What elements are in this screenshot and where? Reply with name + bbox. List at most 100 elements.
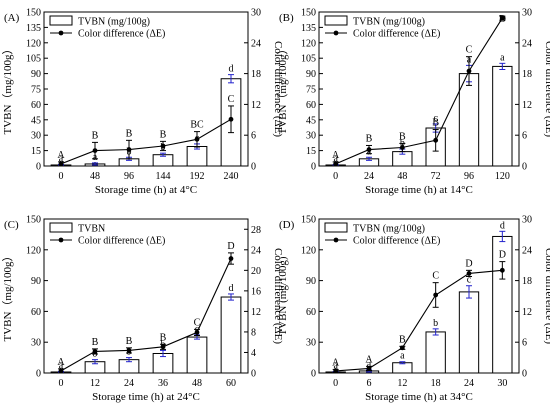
tvbn-bar (392, 362, 413, 374)
left-tick-label: 90 (306, 69, 316, 80)
delta-e-significance-label: A (332, 357, 340, 368)
right-tick-label: 30 (522, 215, 532, 226)
tvbn-bar (492, 65, 513, 167)
left-tick-label: 90 (31, 276, 41, 287)
delta-e-point (126, 147, 132, 152)
chart-panel-b: (B) 0 15 30 45 60 75 90 105 120 135 150 0 6 12 18 24 30 0 2… (276, 8, 550, 197)
chart-panel-a: (A) 0 15 30 45 60 75 90 105 120 135 150 0 6 12 18 24 30 0 4… (1, 8, 284, 197)
left-tick-label: 75 (31, 85, 41, 96)
x-tick-label: 24 (464, 378, 474, 389)
left-tick-label: 135 (26, 23, 41, 34)
right-tick-label: 4 (251, 348, 256, 359)
left-tick-label: 120 (301, 245, 316, 256)
x-tick-label: 0 (333, 378, 338, 389)
y-axis-right-label: Color difference (ΔE) (272, 248, 284, 344)
left-tick-label: 150 (26, 8, 41, 19)
tvbn-significance-label: b (161, 142, 166, 153)
x-tick-label: 24 (124, 378, 134, 389)
x-tick-label: 96 (464, 171, 474, 182)
tvbn-significance-label: c (433, 113, 438, 124)
legend-marker (58, 237, 64, 243)
delta-e-point (228, 116, 234, 122)
y-axis-left-label: TVBN（mg/100g） (276, 43, 289, 134)
right-tick-label: 0 (522, 369, 527, 380)
right-tick-label: 24 (251, 245, 261, 256)
legend-bar-swatch (49, 222, 73, 233)
tvbn-significance-label: a (59, 360, 64, 371)
right-tick-label: 12 (522, 100, 532, 111)
legend-bar-swatch (324, 222, 348, 233)
left-tick-label: 0 (36, 369, 41, 380)
delta-e-point (160, 143, 166, 149)
color-difference-line (60, 118, 232, 165)
tvbn-significance-label: b (127, 347, 132, 358)
tvbn-significance-label: a (333, 360, 338, 371)
tvbn-significance-label: b (161, 339, 166, 350)
x-tick-label: 72 (431, 171, 441, 182)
tvbn-significance-label: c (467, 275, 472, 286)
left-tick-label: 150 (301, 215, 316, 226)
right-tick-label: 12 (522, 307, 532, 318)
x-tick-label: 12 (90, 378, 100, 389)
right-tick-label: 6 (251, 131, 256, 142)
y-axis-right-label: Color difference (ΔE) (272, 41, 284, 137)
right-tick-label: 18 (522, 69, 532, 80)
delta-e-point (466, 271, 472, 276)
delta-e-significance-label: B (399, 131, 406, 142)
right-tick-label: 6 (522, 338, 527, 349)
left-tick-label: 90 (31, 69, 41, 80)
right-tick-label: 24 (522, 38, 532, 49)
legend-entry-color-difference: Color difference (ΔE) (353, 29, 440, 40)
left-tick-label: 60 (306, 100, 316, 111)
right-tick-label: 0 (251, 162, 256, 173)
tvbn-bar (220, 296, 242, 374)
right-tick-label: 12 (251, 307, 261, 318)
delta-e-point (160, 344, 166, 350)
tvbn-significance-label: a (467, 54, 472, 65)
left-tick-label: 30 (31, 338, 41, 349)
delta-e-significance-label: D (465, 258, 472, 269)
tvbn-significance-label: c (195, 324, 200, 335)
tvbn-significance-label: a (400, 351, 405, 362)
delta-e-significance-label: B (126, 336, 133, 347)
tvbn-significance-label: b (93, 349, 98, 360)
left-tick-label: 30 (31, 131, 41, 142)
color-difference-line (60, 258, 232, 372)
delta-e-significance-label: D (227, 241, 234, 252)
right-tick-label: 24 (522, 245, 532, 256)
delta-e-significance-label: B (160, 332, 167, 343)
tvbn-significance-label: c (195, 133, 200, 144)
delta-e-point (58, 161, 64, 167)
x-tick-label: 48 (192, 378, 202, 389)
left-tick-label: 120 (301, 38, 316, 49)
delta-e-significance-label: A (332, 150, 340, 161)
x-tick-label: 48 (397, 171, 407, 182)
x-tick-label: 0 (59, 171, 64, 182)
left-tick-label: 150 (26, 215, 41, 226)
panel-label: (A) (4, 12, 20, 24)
chart-panel-d: (D) 0 30 60 90 120 150 0 6 12 18 24 30 0 6 12 18 24 30 Stor… (277, 215, 550, 404)
delta-e-significance-label: B (126, 128, 133, 139)
x-tick-label: 18 (431, 378, 441, 389)
delta-e-point (228, 256, 234, 261)
y-axis-left-label: TVBN（mg/100g） (1, 250, 14, 341)
right-tick-label: 18 (251, 69, 261, 80)
tvbn-significance-label: a (500, 52, 505, 63)
tvbn-significance-label: d (500, 220, 505, 231)
left-tick-label: 30 (306, 131, 316, 142)
tvbn-significance-label: a (367, 146, 372, 157)
right-tick-label: 30 (522, 8, 532, 19)
legend-marker (333, 30, 339, 36)
delta-e-point (92, 349, 98, 354)
delta-e-significance-label: C (466, 45, 473, 56)
left-tick-label: 75 (306, 85, 316, 96)
delta-e-significance-label: C (194, 317, 201, 328)
left-tick-label: 105 (301, 54, 316, 65)
x-tick-label: 12 (397, 378, 407, 389)
legend-bar-swatch (324, 15, 348, 26)
x-tick-label: 240 (224, 171, 239, 182)
tvbn-bar (425, 331, 446, 374)
delta-e-point (466, 68, 472, 74)
delta-e-point (433, 292, 439, 298)
